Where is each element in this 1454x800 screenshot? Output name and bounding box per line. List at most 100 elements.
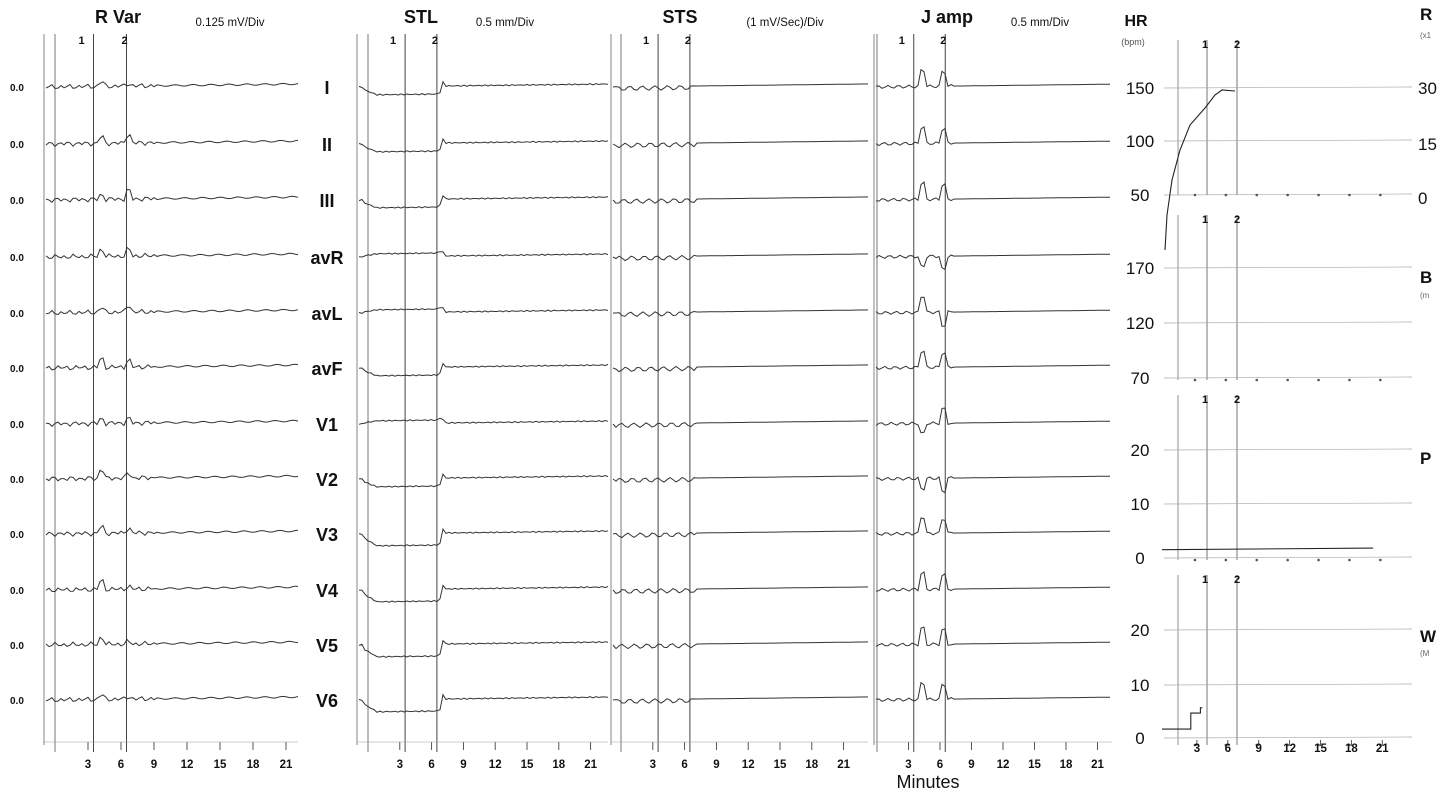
x-tick-label: 3 — [905, 759, 911, 771]
x-tick-label: 15 — [774, 759, 787, 771]
x-tick-label: 6 — [428, 759, 434, 771]
trace-stl-III — [358, 195, 609, 209]
event-marker-label: 1 — [78, 35, 84, 47]
vital-x-tick-label: 3 — [1194, 743, 1200, 755]
x-tick-label: 3 — [85, 759, 91, 771]
panel-scale-0: 0.125 mV/Div — [195, 17, 264, 29]
trace-r-var-V1 — [45, 416, 299, 428]
trace-stl-avR — [358, 251, 609, 258]
trace-sts-avR — [612, 253, 869, 262]
lead-label-II: II — [322, 135, 332, 155]
x-tick-label: 15 — [521, 759, 534, 771]
trace-r-var-V2 — [45, 469, 299, 482]
x-tick-label: 3 — [650, 759, 656, 771]
lead-label-avL: avL — [311, 304, 342, 324]
lead-label-I: I — [324, 78, 329, 98]
x-tick-label: 9 — [713, 759, 719, 771]
trace-sts-V2 — [612, 475, 869, 483]
vital-marker-label: 2 — [1234, 394, 1240, 406]
right-edge-tick-label: 15 — [1418, 135, 1437, 154]
x-tick-label: 18 — [552, 759, 565, 771]
vital-y-tick-label: 10 — [1131, 495, 1150, 514]
vital-marker-label: 2 — [1234, 574, 1240, 586]
right-edge-tick-label: 30 — [1418, 79, 1437, 98]
x-tick-label: 9 — [968, 759, 974, 771]
vital-y-tick-label: 70 — [1131, 369, 1150, 388]
trace-stl-V3 — [358, 527, 609, 547]
right-edge-label: B — [1420, 268, 1432, 287]
x-tick-label: 18 — [805, 759, 818, 771]
vital-axis-dot — [1224, 743, 1228, 747]
panel-scale-3: 0.5 mm/Div — [1011, 17, 1069, 29]
vital-axis-dot — [1317, 558, 1320, 562]
baseline-value-label: 0.0 — [10, 140, 24, 151]
vital-axis-dot — [1255, 558, 1259, 562]
vital-marker-label: 1 — [1202, 214, 1208, 226]
trace-stl-V1 — [358, 417, 609, 425]
vital-axis-dot — [1379, 743, 1382, 747]
right-edge-sublabel: (x1 — [1420, 31, 1432, 40]
baseline-value-label: 0.0 — [10, 696, 24, 707]
lead-label-V3: V3 — [316, 525, 338, 545]
vital-y-tick-label: 10 — [1131, 676, 1150, 695]
panel-title-1: STL — [404, 7, 438, 27]
vital-y-tick-label: 0 — [1135, 729, 1144, 748]
vital-x-tick-label: 15 — [1314, 743, 1327, 755]
event-marker-label: 2 — [121, 35, 127, 47]
x-tick-label: 3 — [397, 759, 403, 771]
lead-label-avF: avF — [311, 359, 342, 379]
x-tick-label: 15 — [1028, 759, 1041, 771]
trace-j-amp-I — [875, 68, 1110, 89]
vital-series-2 — [1161, 547, 1374, 551]
vital-series-3 — [1162, 707, 1203, 730]
trace-j-amp-V5 — [875, 626, 1110, 647]
vital-axis-dot — [1348, 558, 1351, 562]
vital-marker-label: 1 — [1202, 39, 1208, 51]
vital-axis-dot — [1348, 378, 1351, 382]
vital-axis-dot — [1317, 743, 1320, 747]
trace-sts-V3 — [612, 530, 869, 539]
x-tick-label: 12 — [742, 759, 755, 771]
vital-axis-dot — [1193, 378, 1197, 382]
x-tick-label: 12 — [181, 759, 194, 771]
x-axis-title: Minutes — [896, 772, 959, 792]
vital-x-tick-label: 12 — [1283, 743, 1296, 755]
vital-marker-label: 2 — [1234, 214, 1240, 226]
trace-r-var-V5 — [45, 636, 299, 648]
trace-stl-avL — [358, 307, 609, 314]
trace-r-var-I — [45, 81, 299, 90]
lead-label-V2: V2 — [316, 470, 338, 490]
vital-y-tick-label: 20 — [1131, 621, 1150, 640]
vital-marker-label: 2 — [1234, 39, 1240, 51]
vital-unit-0: (bpm) — [1121, 37, 1145, 47]
trace-sts-I — [612, 83, 869, 91]
x-tick-label: 6 — [118, 759, 124, 771]
trace-sts-avL — [613, 309, 869, 317]
vital-axis-dot — [1348, 743, 1351, 747]
right-edge-sublabel: (M — [1420, 649, 1430, 658]
vital-y-tick-label: 170 — [1126, 259, 1154, 278]
vital-axis-dot — [1286, 558, 1289, 562]
x-tick-label: 21 — [280, 759, 293, 771]
trace-j-amp-V1 — [875, 407, 1110, 434]
vital-gridline — [1163, 448, 1413, 451]
vital-axis-dot — [1348, 193, 1351, 197]
baseline-value-label: 0.0 — [10, 253, 24, 264]
trace-sts-III — [612, 196, 869, 204]
baseline-value-label: 0.0 — [10, 83, 24, 94]
panel-scale-2: (1 mV/Sec)/Div — [746, 17, 824, 29]
vital-y-tick-label: 120 — [1126, 314, 1154, 333]
vital-y-tick-label: 100 — [1126, 132, 1154, 151]
vital-axis-dot — [1193, 193, 1197, 197]
baseline-value-label: 0.0 — [10, 196, 24, 207]
vital-marker-label: 1 — [1202, 574, 1208, 586]
vital-x-tick-label: 18 — [1345, 743, 1358, 755]
x-tick-label: 6 — [937, 759, 943, 771]
right-edge-sublabel: (m — [1420, 291, 1430, 300]
vital-y-tick-label: 150 — [1126, 79, 1154, 98]
trace-j-amp-III — [875, 181, 1110, 202]
trace-stl-I — [358, 80, 609, 96]
vital-axis-dot — [1255, 378, 1259, 382]
